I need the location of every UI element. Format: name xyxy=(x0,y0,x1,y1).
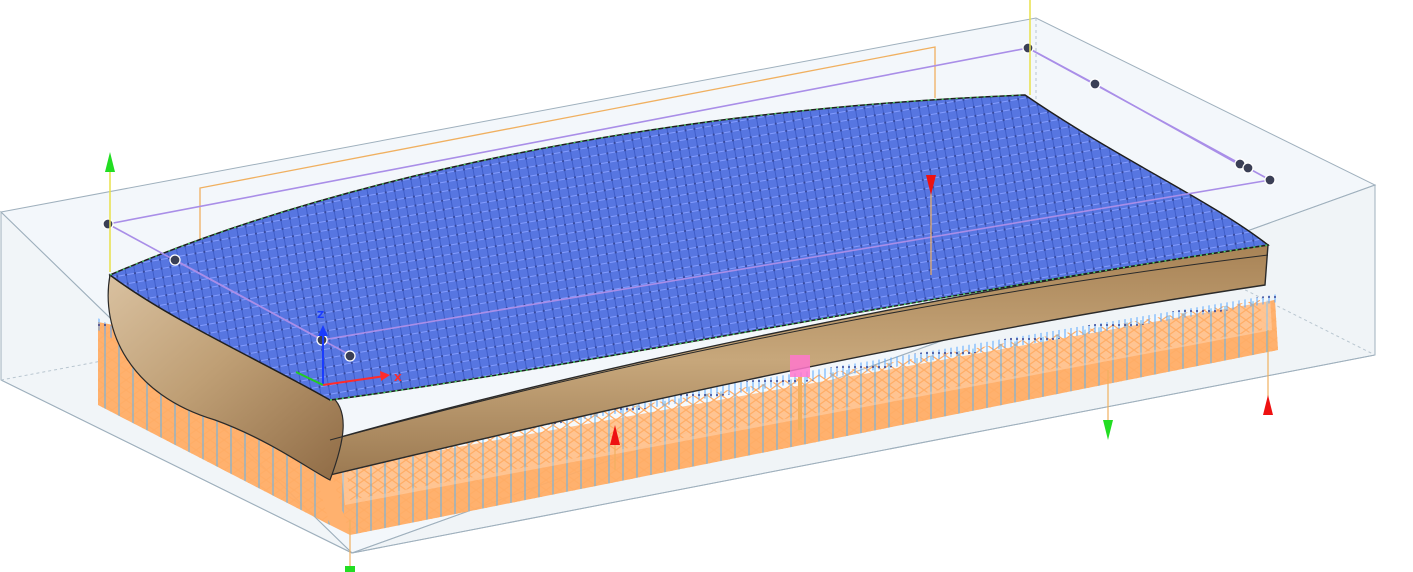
wood-part-model[interactable] xyxy=(107,94,1270,481)
handle-point xyxy=(102,218,114,230)
handle-point xyxy=(1022,42,1034,54)
wcs-triad[interactable]: Z X xyxy=(295,310,402,386)
entry-marker-right[interactable] xyxy=(1103,370,1113,440)
roughing-toolpath[interactable] xyxy=(98,296,1278,535)
wcs-x-label: X xyxy=(394,373,402,384)
retract-marker-left[interactable] xyxy=(105,152,115,272)
wcs-z-label: Z xyxy=(317,310,324,321)
wcs-y-axis xyxy=(295,371,324,386)
entry-marker-bottom[interactable] xyxy=(345,520,355,572)
handle-point xyxy=(1242,162,1254,174)
plunge-marker-front[interactable] xyxy=(610,425,620,470)
handle-point xyxy=(344,350,356,362)
origin-marker[interactable] xyxy=(790,355,810,430)
handle-point xyxy=(169,254,181,266)
plunge-marker-center[interactable] xyxy=(926,175,936,275)
wcs-x-axis xyxy=(322,375,386,386)
handle-point xyxy=(1089,78,1101,90)
handle-point xyxy=(1264,174,1276,186)
exit-marker-right[interactable] xyxy=(1263,330,1273,415)
